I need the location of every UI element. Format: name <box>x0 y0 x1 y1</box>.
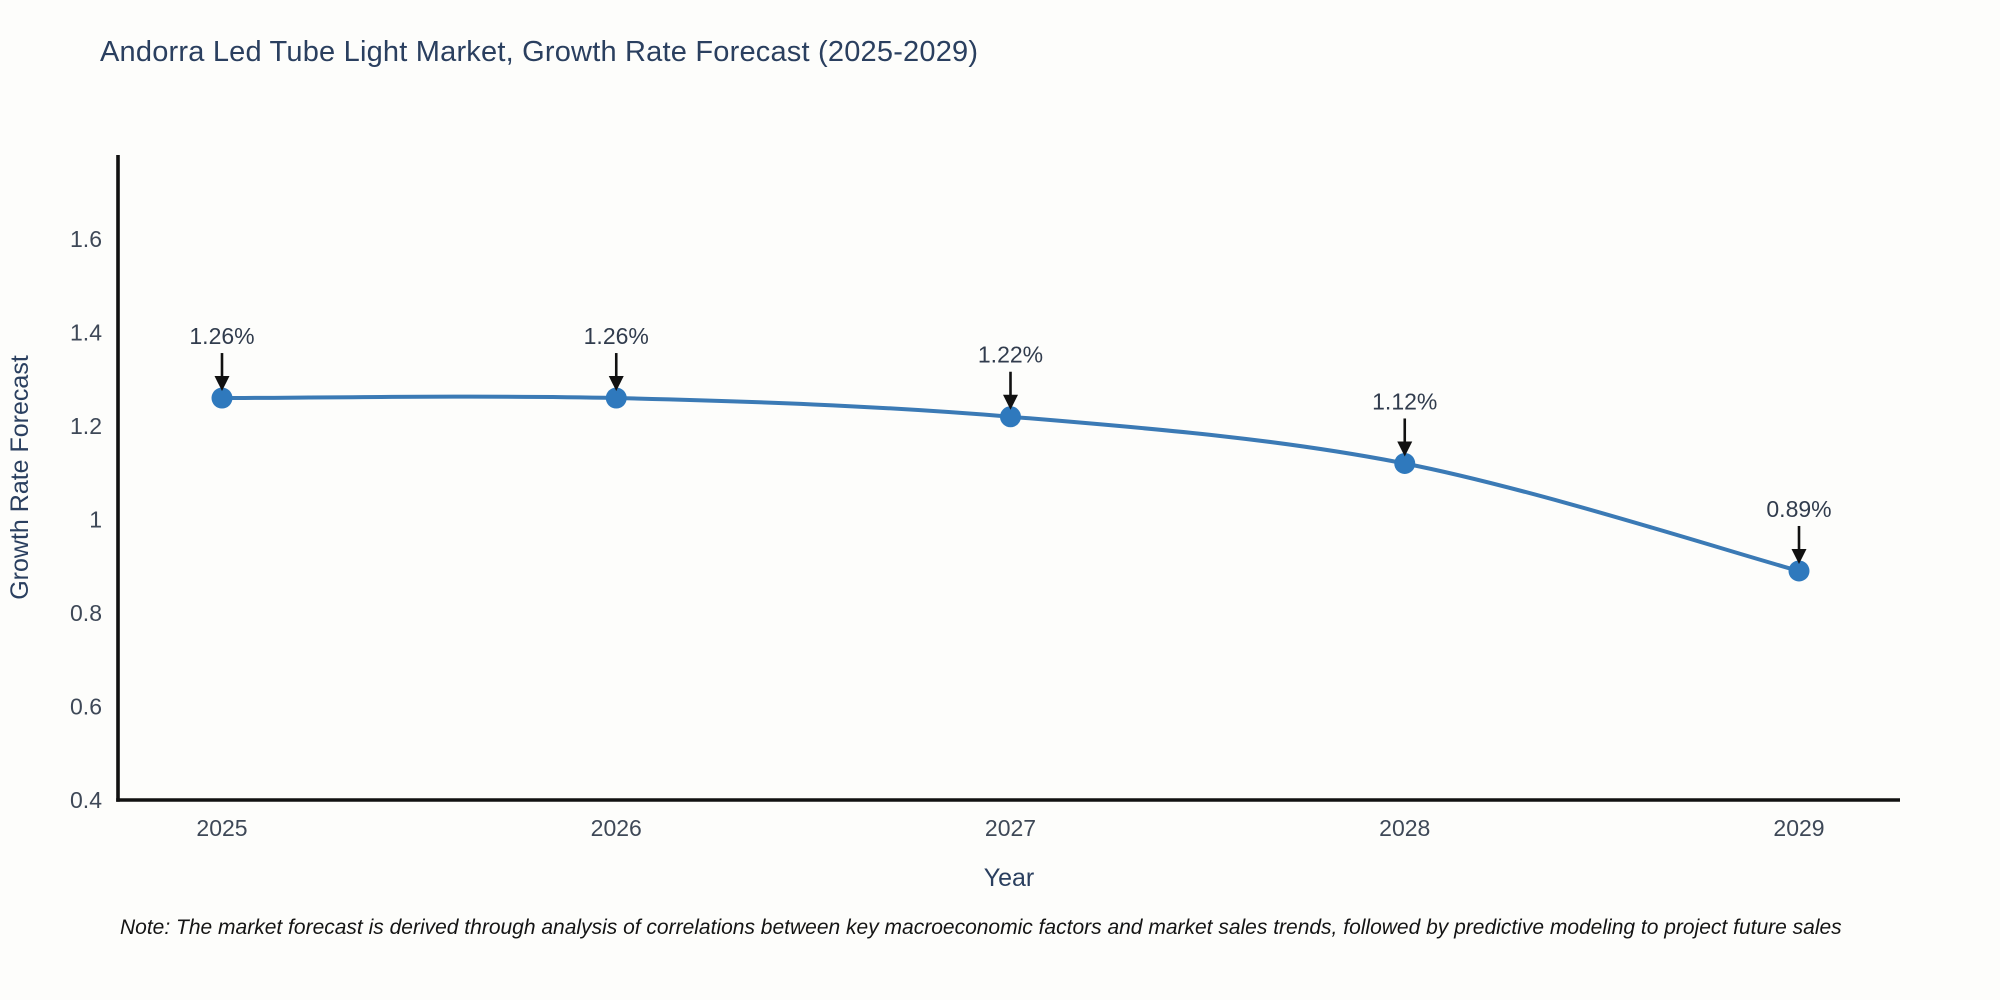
x-tick-label: 2028 <box>1379 815 1430 841</box>
x-tick-label: 2029 <box>1773 815 1824 841</box>
y-tick-label: 1.6 <box>70 226 102 252</box>
annotation-arrowhead <box>214 376 230 392</box>
y-tick-label: 0.8 <box>70 600 102 626</box>
data-point-marker <box>1788 560 1810 582</box>
point-label: 1.22% <box>978 342 1043 368</box>
point-label: 1.26% <box>584 323 649 349</box>
point-label: 0.89% <box>1766 496 1831 522</box>
annotation-arrowhead <box>608 376 624 392</box>
data-point-marker <box>605 387 627 409</box>
y-tick-label: 1.2 <box>70 413 102 439</box>
annotation-arrowhead <box>1397 441 1413 457</box>
y-tick-label: 0.4 <box>70 787 102 813</box>
x-axis-title: Year <box>984 864 1035 892</box>
y-tick-label: 1.4 <box>70 320 102 346</box>
point-label: 1.12% <box>1372 388 1437 414</box>
y-axis-title: Growth Rate Forecast <box>6 355 34 600</box>
footnote: Note: The market forecast is derived thr… <box>120 916 1842 939</box>
annotation-arrowhead <box>1791 548 1807 564</box>
data-point-marker <box>1394 452 1416 474</box>
x-tick-label: 2026 <box>591 815 642 841</box>
data-point-marker <box>1000 406 1021 428</box>
point-label: 1.26% <box>189 323 254 349</box>
x-tick-label: 2025 <box>196 815 247 841</box>
x-tick-label: 2027 <box>985 815 1036 841</box>
y-tick-label: 0.6 <box>70 694 102 720</box>
annotation-arrowhead <box>1003 394 1018 410</box>
data-point-marker <box>211 387 233 409</box>
y-tick-label: 1 <box>89 507 102 533</box>
chart-title: Andorra Led Tube Light Market, Growth Ra… <box>100 36 979 68</box>
